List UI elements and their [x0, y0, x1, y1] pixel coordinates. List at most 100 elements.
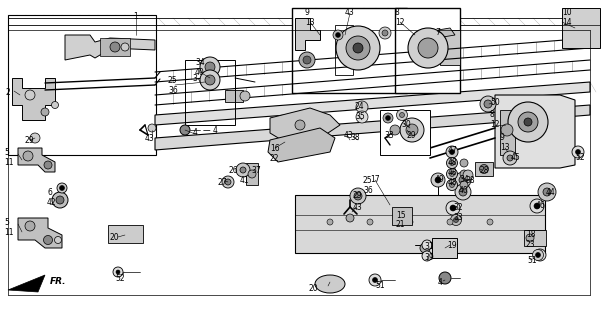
Circle shape [236, 163, 250, 177]
Circle shape [383, 113, 393, 123]
Bar [100, 38, 130, 56]
Circle shape [460, 159, 468, 167]
Circle shape [439, 272, 451, 284]
Circle shape [240, 91, 250, 101]
Text: 35: 35 [355, 112, 365, 121]
Bar [395, 8, 460, 93]
Text: 48: 48 [448, 178, 458, 187]
Text: 27: 27 [218, 178, 228, 187]
Text: 48: 48 [448, 158, 458, 167]
Circle shape [356, 111, 368, 123]
Text: 44: 44 [546, 188, 556, 197]
Text: 40: 40 [459, 186, 468, 195]
Text: 16: 16 [270, 144, 279, 153]
Polygon shape [18, 148, 55, 172]
Text: 5: 5 [4, 148, 9, 157]
Circle shape [459, 176, 467, 184]
Circle shape [507, 155, 513, 161]
Circle shape [501, 124, 513, 136]
Circle shape [518, 112, 538, 132]
Circle shape [543, 188, 551, 196]
Text: 38: 38 [465, 176, 475, 185]
Bar [108, 225, 143, 243]
Text: 4: 4 [438, 278, 443, 287]
Text: 48: 48 [448, 168, 458, 177]
Circle shape [406, 124, 418, 136]
Text: 3: 3 [192, 74, 197, 83]
Bar [225, 90, 243, 102]
Circle shape [463, 170, 473, 180]
Circle shape [530, 199, 544, 213]
Circle shape [447, 180, 458, 190]
Text: 43: 43 [345, 8, 355, 17]
Circle shape [447, 157, 458, 169]
Polygon shape [18, 218, 62, 248]
Text: 1: 1 [133, 12, 138, 21]
Polygon shape [65, 35, 155, 60]
Polygon shape [440, 30, 460, 65]
Circle shape [575, 149, 581, 155]
Text: 20: 20 [109, 233, 118, 242]
Circle shape [533, 250, 544, 260]
Text: 50: 50 [490, 98, 500, 107]
Circle shape [180, 125, 190, 135]
Text: 49: 49 [435, 175, 445, 184]
Circle shape [60, 186, 65, 190]
Circle shape [450, 161, 454, 165]
Circle shape [299, 52, 315, 68]
Text: 34: 34 [459, 175, 468, 184]
Circle shape [450, 182, 454, 188]
Circle shape [450, 205, 456, 211]
Text: 17: 17 [370, 175, 379, 184]
Text: 30: 30 [401, 120, 411, 129]
Text: 14: 14 [562, 18, 572, 27]
Circle shape [240, 167, 246, 173]
Text: 34: 34 [195, 58, 205, 67]
Text: 25: 25 [363, 176, 373, 185]
Circle shape [479, 164, 489, 173]
Circle shape [538, 183, 556, 201]
Bar [185, 60, 235, 125]
Polygon shape [8, 275, 45, 292]
Bar [292, 8, 407, 93]
Circle shape [487, 219, 493, 225]
Text: 45: 45 [511, 153, 521, 162]
Bar [432, 238, 457, 258]
Circle shape [200, 57, 220, 77]
Text: 29: 29 [24, 136, 34, 145]
Circle shape [420, 243, 430, 253]
Bar [246, 163, 258, 185]
Text: 52: 52 [575, 153, 584, 162]
Circle shape [25, 90, 35, 100]
Circle shape [113, 267, 123, 277]
Bar [524, 230, 546, 246]
Text: 23: 23 [526, 240, 536, 249]
Circle shape [110, 42, 120, 52]
Circle shape [446, 201, 460, 215]
Polygon shape [495, 95, 575, 168]
Text: 15: 15 [396, 211, 406, 220]
Circle shape [450, 149, 454, 155]
Text: 39: 39 [424, 253, 434, 262]
Circle shape [336, 33, 340, 37]
Text: 8: 8 [490, 110, 495, 119]
Text: 22: 22 [270, 154, 279, 163]
Text: 21: 21 [396, 220, 406, 229]
Bar [335, 25, 353, 75]
Polygon shape [270, 108, 340, 142]
Circle shape [369, 274, 381, 286]
Circle shape [295, 120, 305, 130]
Text: 11: 11 [4, 158, 13, 167]
Bar [380, 110, 430, 155]
Circle shape [435, 177, 441, 183]
Text: 38: 38 [350, 133, 360, 142]
Circle shape [116, 270, 120, 274]
Circle shape [447, 219, 453, 225]
Text: 2: 2 [5, 88, 10, 97]
Text: 11: 11 [4, 228, 13, 237]
Text: 6: 6 [47, 188, 52, 197]
Circle shape [121, 43, 129, 51]
Text: 13: 13 [305, 18, 315, 27]
Circle shape [446, 146, 458, 158]
Circle shape [400, 118, 424, 142]
